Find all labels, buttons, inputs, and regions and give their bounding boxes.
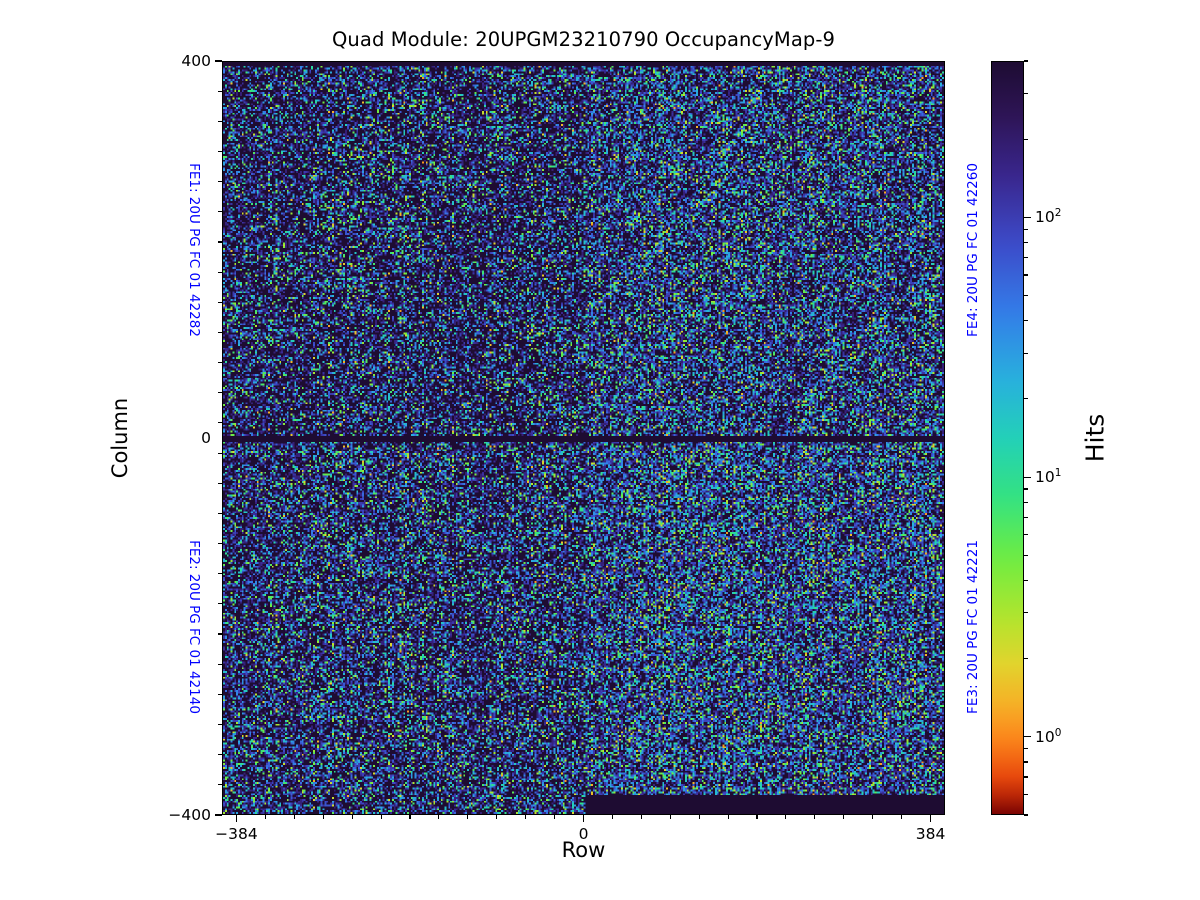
x-tick-minor (496, 815, 498, 819)
colorbar-tick-minor (1024, 138, 1028, 140)
colorbar-tick-minor (1024, 814, 1028, 816)
colorbar-tick-minor (1024, 748, 1028, 750)
colorbar-tick-minor (1024, 516, 1028, 518)
y-tick-label: 400 (181, 52, 211, 70)
x-tick-minor (727, 815, 729, 819)
y-tick-minor (218, 422, 222, 424)
y-tick-minor (218, 512, 222, 514)
colorbar-tick-minor (1024, 398, 1028, 400)
x-tick-minor (901, 815, 903, 819)
x-tick-major (582, 815, 585, 822)
colorbar-tick-minor (1024, 228, 1028, 230)
colorbar-tick-minor (1024, 776, 1028, 778)
y-tick-minor (218, 633, 222, 635)
y-tick-minor (218, 543, 222, 545)
x-tick-minor (322, 815, 324, 819)
annotation-fe2: FE2: 20U PG FC 01 42140 (186, 539, 202, 714)
y-tick-label: 0 (201, 429, 211, 447)
colorbar-tick-minor (1024, 501, 1028, 503)
y-tick-major (215, 814, 222, 816)
x-tick-minor (640, 815, 642, 819)
x-tick-minor (409, 815, 411, 819)
y-tick-minor (218, 754, 222, 756)
y-tick-minor (218, 331, 222, 333)
y-tick-minor (218, 181, 222, 183)
colorbar-gradient (992, 62, 1023, 814)
colorbar-tick-minor (1024, 534, 1028, 536)
y-tick-minor (218, 241, 222, 243)
y-tick-minor (218, 150, 222, 153)
y-tick-minor (218, 723, 222, 726)
x-tick-label: 384 (915, 825, 946, 843)
x-tick-minor (814, 815, 816, 819)
colorbar-tick-label: 100 (1035, 726, 1062, 746)
colorbar-tick-minor (1024, 579, 1028, 581)
colorbar-tick-major (1024, 476, 1031, 478)
colorbar-tick-minor (1024, 241, 1028, 244)
x-axis-label: Row (561, 838, 606, 862)
colorbar-tick-minor (1024, 257, 1028, 259)
colorbar-tick-minor (1024, 320, 1028, 322)
y-tick-minor (218, 784, 222, 786)
y-tick-minor (218, 211, 222, 213)
x-tick-minor (785, 815, 787, 819)
colorbar-tick-minor (1024, 554, 1028, 556)
colorbar-tick-label: 101 (1035, 466, 1062, 487)
x-tick-minor (525, 815, 527, 819)
x-tick-minor (351, 815, 353, 819)
x-tick-minor (467, 815, 469, 819)
colorbar-tick-major (1024, 216, 1031, 218)
heatmap-image (223, 62, 944, 814)
colorbar-tick-minor (1024, 488, 1028, 490)
colorbar-tick-minor (1024, 658, 1028, 660)
x-tick-minor (438, 815, 440, 819)
y-tick-minor (218, 271, 222, 273)
colorbar-tick-label: 102 (1035, 207, 1062, 227)
colorbar-tick-minor (1024, 92, 1028, 94)
occupancy-heatmap-axes (222, 61, 945, 815)
y-tick-major (215, 60, 222, 62)
colorbar-tick-minor (1024, 60, 1028, 62)
colorbar-label: Hits (1080, 413, 1110, 463)
y-tick-minor (218, 482, 222, 484)
x-tick-minor (756, 815, 758, 819)
colorbar-tick-minor (1024, 274, 1028, 276)
colorbar-tick-minor (1024, 352, 1028, 354)
x-tick-minor (264, 815, 266, 819)
colorbar-tick-minor (1024, 793, 1028, 795)
page-title: Quad Module: 20UPGM23210790 OccupancyMap… (331, 28, 836, 51)
y-tick-minor (218, 693, 222, 695)
x-tick-minor (669, 815, 671, 819)
y-tick-minor (218, 603, 222, 605)
colorbar-tick-major (1024, 736, 1031, 738)
x-tick-major (929, 815, 932, 822)
x-tick-label: 0 (578, 825, 589, 843)
x-tick-major (235, 815, 237, 822)
colorbar-tick-minor (1024, 761, 1028, 763)
x-tick-minor (293, 815, 295, 819)
x-tick-label: −384 (215, 825, 258, 843)
x-tick-minor (380, 815, 382, 819)
x-tick-minor (611, 815, 613, 819)
y-tick-minor (218, 392, 222, 394)
colorbar-tick-minor (1024, 612, 1028, 614)
y-tick-minor (218, 452, 222, 454)
y-tick-minor (218, 663, 222, 665)
annotation-fe3: FE3: 20U PG FC 01 42221 (965, 539, 981, 714)
colorbar-tick-minor (1024, 295, 1028, 297)
annotation-fe1: FE1: 20U PG FC 01 42282 (186, 162, 202, 337)
x-tick-minor (872, 815, 874, 819)
y-tick-minor (218, 362, 222, 364)
y-tick-minor (218, 90, 222, 92)
y-tick-minor (218, 301, 222, 303)
y-tick-minor (218, 573, 222, 575)
x-tick-minor (698, 815, 700, 819)
x-tick-minor (554, 815, 556, 819)
y-tick-minor (218, 120, 222, 122)
x-tick-minor (843, 815, 845, 819)
annotation-fe4: FE4: 20U PG FC 01 42260 (965, 162, 981, 337)
y-tick-label: −400 (168, 806, 211, 824)
colorbar (991, 61, 1024, 815)
